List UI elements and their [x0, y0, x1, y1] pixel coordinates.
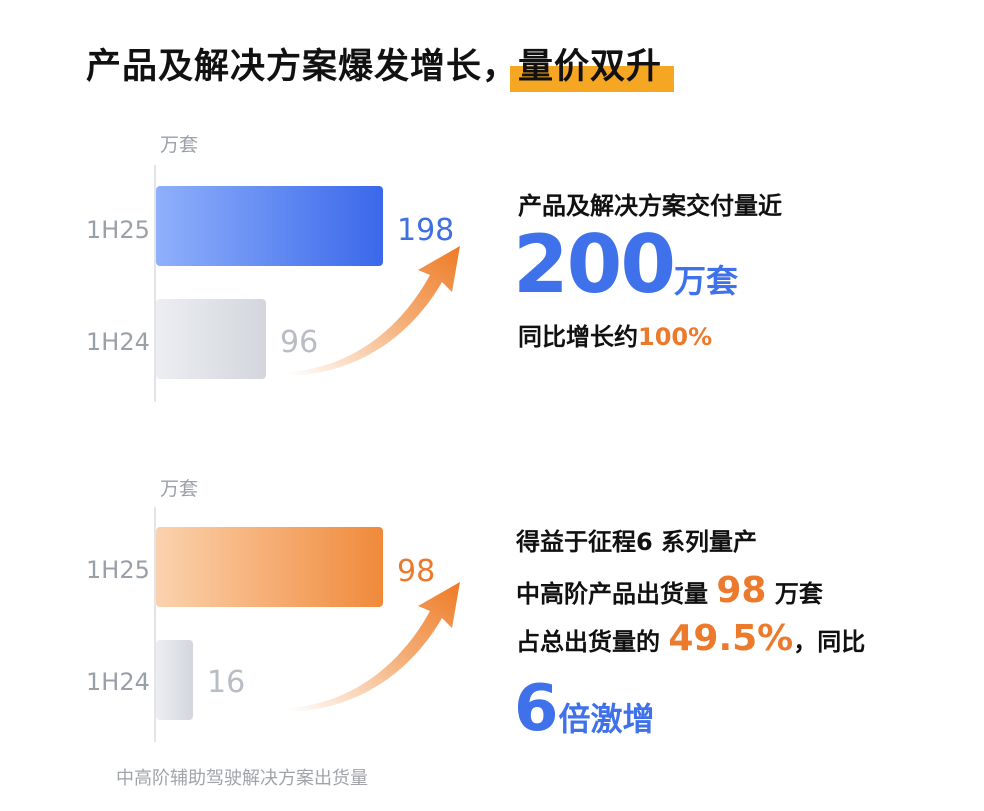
chart-1-bar-1h24	[156, 299, 266, 379]
block2-line4-suffix: 倍激增	[558, 700, 655, 738]
block2-line4: 6倍激增	[514, 672, 655, 746]
block2-line2-value: 98	[716, 570, 767, 611]
block2-line2-prefix: 中高阶产品出货量	[516, 580, 708, 608]
chart-2-tick-1h24: 1H24	[86, 668, 150, 696]
block2-line3-prefix: 占总出货量的	[516, 628, 660, 656]
block1-line3-value: 100%	[638, 323, 713, 351]
block1-line3-prefix: 同比增长约	[518, 323, 638, 351]
chart-1: 万套 1H25 1H24 198 96	[86, 134, 460, 402]
block2-line1: 得益于征程6 系列量产	[516, 528, 758, 556]
chart-1-growth-arrow	[288, 246, 460, 376]
block2-line2: 中高阶产品出货量 98 万套	[516, 570, 823, 611]
block2-line4-value: 6	[514, 672, 559, 746]
block2-line2-suffix: 万套	[774, 580, 823, 608]
chart-2-growth-arrow	[288, 582, 460, 712]
chart-2-value-1h24: 16	[207, 665, 245, 700]
block2-line3-suffix: ，同比	[793, 628, 866, 656]
headline-main: 产品及解决方案爆发增长，	[86, 47, 519, 87]
block2-line3: 占总出货量的 49.5%，同比	[516, 618, 865, 659]
chart-2-unit: 万套	[160, 478, 198, 500]
chart-2-bar-1h25	[156, 527, 383, 607]
chart-1-value-1h25: 198	[397, 213, 454, 248]
chart-2-bar-1h24	[156, 640, 193, 720]
chart-1-value-1h24: 96	[280, 325, 318, 360]
block1-big-number: 200	[513, 218, 676, 311]
headline: 产品及解决方案爆发增长，量价双升	[86, 40, 675, 100]
block1-line1: 产品及解决方案交付量近	[518, 192, 782, 220]
block1-big-unit: 万套	[674, 262, 739, 300]
chart-1-tick-1h25: 1H25	[86, 216, 150, 244]
chart-2-value-1h25: 98	[397, 554, 435, 589]
chart-1-tick-1h24: 1H24	[86, 328, 150, 356]
chart-1-bar-1h25	[156, 186, 383, 266]
block2-line3-value: 49.5%	[668, 618, 794, 659]
chart-1-unit: 万套	[160, 134, 198, 156]
footnote: 中高阶辅助驾驶解决方案出货量	[116, 768, 368, 789]
chart-2-tick-1h25: 1H25	[86, 556, 150, 584]
block1-line3: 同比增长约100%	[518, 317, 712, 352]
block1-big-figure: 200万套	[513, 218, 738, 311]
chart-2: 万套 1H25 1H24 98 16	[86, 478, 460, 742]
headline-highlight: 量价双升	[510, 40, 675, 94]
